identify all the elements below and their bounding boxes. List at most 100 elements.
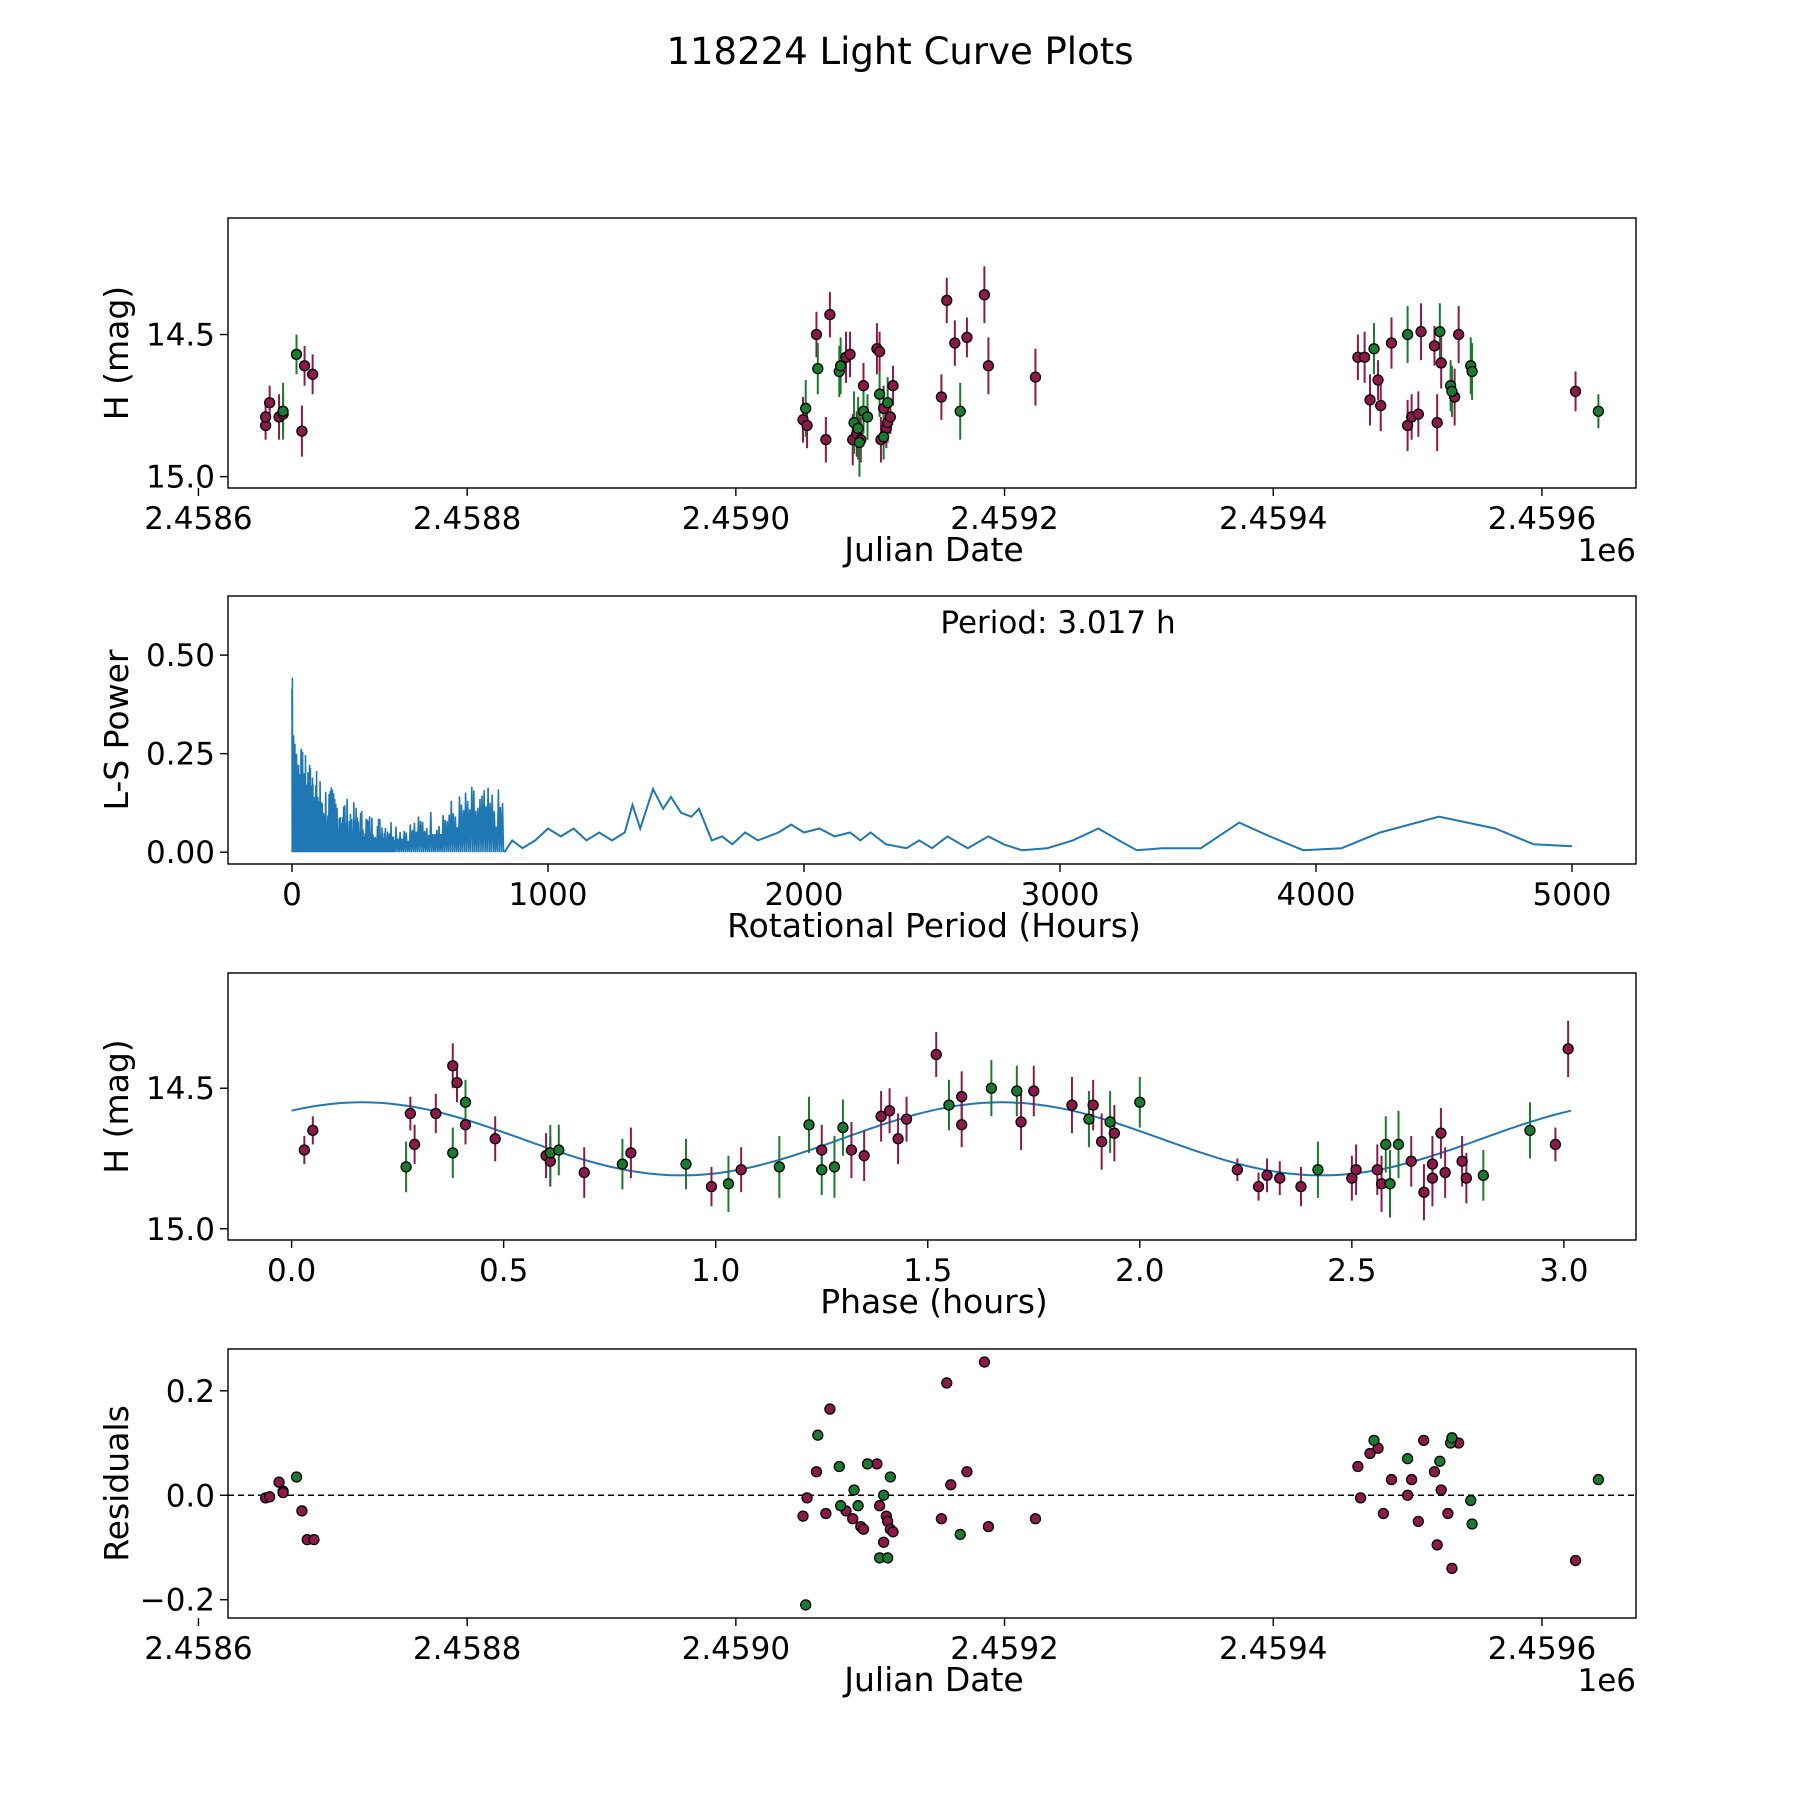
y-tick-label: 0.2: [166, 1374, 215, 1410]
data-point: [1087, 1099, 1099, 1111]
data-point: [1392, 1138, 1405, 1151]
data-point: [735, 1164, 747, 1176]
data-point: [1466, 1518, 1478, 1530]
data-point: [1418, 1434, 1430, 1447]
data-point: [1371, 1164, 1383, 1176]
data-point: [259, 411, 272, 423]
data-point: [1358, 351, 1371, 363]
x-tick-label: 2.4596: [1488, 1631, 1596, 1667]
data-point: [1134, 1096, 1146, 1108]
data-point: [459, 1119, 472, 1131]
data-point: [1435, 1484, 1447, 1496]
data-point: [1426, 1158, 1439, 1170]
data-point: [1083, 1113, 1095, 1125]
data-point: [1435, 357, 1447, 369]
data-point: [837, 1121, 849, 1134]
data-point: [982, 1520, 995, 1533]
x-tick-label: 1.0: [691, 1253, 740, 1289]
data-point: [892, 1133, 904, 1145]
data-point: [1274, 1172, 1286, 1184]
data-point: [1368, 1434, 1380, 1447]
data-point: [705, 1180, 718, 1193]
x-tick-label: 2.4592: [950, 501, 1058, 537]
data-point: [1385, 337, 1398, 349]
data-point: [982, 360, 995, 372]
data-point: [459, 1096, 472, 1108]
data-point: [848, 1484, 860, 1496]
y-tick-label: 0.0: [166, 1478, 215, 1514]
data-point: [1549, 1138, 1562, 1151]
data-point: [263, 397, 276, 409]
data-point: [803, 1119, 815, 1131]
x-tick-label: 1.5: [903, 1253, 952, 1289]
data-layer: [228, 1356, 1636, 1611]
x-tick-label: 3000: [1021, 877, 1100, 913]
panel-phase-folded: 0.0 0.5 1.0 1.5 2.0 2.5 3.0 15.0 14.5 Phase (hour…: [97, 972, 1637, 1321]
data-point: [801, 1492, 813, 1504]
data-point: [1352, 1460, 1364, 1473]
x-tick-label: 5000: [1533, 877, 1612, 913]
data-point: [1312, 1164, 1324, 1176]
data-point: [945, 1479, 957, 1491]
data-point: [1401, 328, 1414, 341]
data-point: [801, 419, 813, 432]
data-point: [810, 1466, 823, 1478]
x-tick-label: 2.4588: [413, 1631, 521, 1667]
data-point: [828, 1161, 841, 1173]
x-axis-label: Rotational Period (Hours): [727, 906, 1141, 945]
data-point: [277, 405, 289, 417]
data-point: [451, 1076, 463, 1089]
data-point: [298, 1144, 310, 1156]
data-point: [1029, 1513, 1042, 1525]
x-tick-label: 2.4586: [144, 1631, 252, 1667]
data-point: [400, 1161, 412, 1173]
data-point: [1426, 1172, 1439, 1184]
axes-frame: [227, 595, 1637, 865]
data-point: [824, 1403, 836, 1415]
data-point: [1405, 1473, 1418, 1486]
x-tick-label: 2.4586: [144, 501, 252, 537]
data-point: [1384, 1178, 1396, 1190]
data-point: [1592, 405, 1605, 417]
data-point: [877, 1536, 890, 1548]
data-point: [1066, 1099, 1078, 1111]
data-point: [1428, 340, 1441, 352]
data-point: [800, 402, 812, 415]
data-point: [1592, 1473, 1605, 1486]
data-point: [816, 1144, 828, 1156]
panel-periodogram: 0 1000 2000 3000 4000 5000 0.00 0.25 0.50 Rotatio…: [97, 595, 1637, 945]
data-point: [1011, 1085, 1023, 1097]
data-point: [847, 1513, 859, 1525]
x-tick-label: 3.0: [1539, 1253, 1588, 1289]
data-point: [1434, 1455, 1446, 1467]
figure-title: 118224 Light Curve Plots: [666, 30, 1133, 73]
periodogram-line: [503, 786, 1573, 853]
data-point: [306, 368, 319, 380]
data-point: [1456, 1155, 1468, 1167]
data-point: [956, 1091, 968, 1103]
axes-frame: [227, 972, 1637, 1241]
data-point: [1261, 1169, 1273, 1182]
data-point: [1364, 1447, 1376, 1460]
x-tick-label: 2.4592: [950, 1631, 1058, 1667]
data-point: [961, 331, 973, 344]
data-point: [1524, 1124, 1536, 1137]
y-axis-label: H (mag): [97, 286, 136, 420]
data-point: [882, 1552, 894, 1564]
data-point: [1442, 1507, 1454, 1520]
x-tick-label: 2.5: [1327, 1253, 1376, 1289]
data-point: [1434, 326, 1446, 338]
data-point: [900, 1113, 913, 1125]
data-point: [1108, 1127, 1121, 1139]
data-point: [1350, 1164, 1362, 1176]
x-offset-label: 1e6: [1577, 1663, 1636, 1699]
y-tick-label: 15.0: [146, 1212, 215, 1248]
data-point: [1104, 1116, 1116, 1128]
data-point: [263, 1491, 276, 1503]
data-point: [1431, 1539, 1443, 1551]
x-tick-label: 1000: [509, 877, 588, 913]
data-point: [307, 1124, 319, 1137]
y-axis-label: Residuals: [97, 1405, 136, 1562]
data-point: [404, 1107, 417, 1120]
x-tick-label: 0: [282, 877, 302, 913]
